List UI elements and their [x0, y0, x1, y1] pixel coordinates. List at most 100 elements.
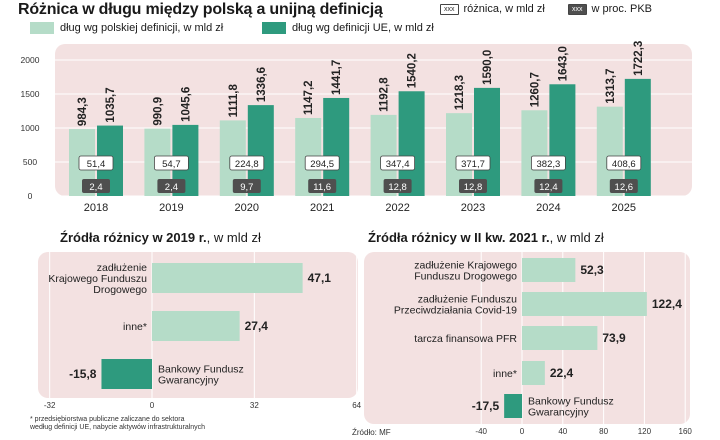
footnote-line-2: według definicji UE, nabycie aktywów inf… [30, 424, 206, 431]
x-tick-label: 2020 [235, 202, 259, 214]
pkb-box [459, 179, 487, 193]
hbar-category-label: zadłużenie Funduszu [418, 294, 517, 306]
y-tick-label: 2000 [21, 55, 40, 65]
hbar-value: 27,4 [245, 319, 269, 333]
pkb-value: 12,6 [615, 182, 634, 193]
difference-box [606, 155, 642, 171]
x-tick-label: 80 [599, 427, 608, 436]
legend-difference: xxx różnica, w mld zł [440, 3, 545, 15]
hbar-category-label: Drogowego [93, 284, 147, 296]
value-label-eu: 1540,2 [407, 53, 419, 88]
difference-value: 371,7 [461, 159, 485, 170]
x-tick-label: 64 [352, 401, 361, 410]
value-label-polish: 1111,8 [228, 84, 240, 118]
hbar [522, 361, 545, 385]
x-tick-label: 2019 [159, 202, 183, 214]
footnote-line-1: * przedsiębiorstwa publiczne zaliczane d… [30, 416, 185, 423]
pkb-box [383, 179, 412, 193]
difference-value: 51,4 [87, 159, 106, 170]
hbar [522, 258, 576, 282]
y-tick-label: 1000 [21, 123, 40, 133]
hbar-category-label: Bankowy Fundusz [158, 364, 244, 376]
value-label-eu: 1336,6 [256, 67, 268, 102]
hbar-category-label: Funduszu Drogowego [414, 271, 517, 283]
hbar [522, 326, 598, 350]
sources-2021-title: Źródła różnicy w II kw. 2021 r., w mld z… [368, 230, 604, 245]
difference-box [78, 155, 114, 171]
legend-pkb-key: xxx [568, 3, 587, 15]
pkb-box [534, 179, 563, 193]
difference-box [229, 155, 265, 171]
legend-series-polish-label: dług wg polskiej definicji, w mld zł [60, 22, 224, 34]
hbar-category-label: inne* [493, 368, 517, 380]
hbar-value: 73,9 [602, 331, 626, 345]
hbar-value: -17,5 [472, 399, 500, 413]
pkb-box [609, 179, 638, 193]
pkb-value: 9,7 [240, 182, 253, 193]
value-label-eu: 1045,6 [180, 87, 192, 122]
hbar-category-label: tarcza finansowa PFR [414, 333, 517, 345]
pkb-box [308, 179, 337, 193]
hbar [152, 311, 240, 341]
value-label-eu: 1590,0 [482, 50, 494, 85]
hbar-category-label: zadłużenie [97, 262, 147, 274]
hbar [504, 394, 522, 418]
x-tick-label: 32 [250, 401, 259, 410]
value-label-eu: 1643,0 [557, 46, 569, 81]
difference-box [455, 155, 491, 171]
hbar-category-label: inne* [123, 321, 147, 333]
difference-value: 54,7 [162, 159, 181, 170]
pkb-box [157, 179, 186, 193]
legend-series-eu: dług wg definicji UE, w mld zł [262, 22, 434, 34]
legend-series-polish: dług wg polskiej definicji, w mld zł [30, 22, 223, 34]
value-label-polish: 1192,8 [379, 77, 391, 112]
hbar [152, 263, 303, 293]
legend-pkb: xxx w proc. PKB [568, 3, 652, 15]
value-label-eu: 1035,7 [105, 87, 117, 122]
sources-2019-title: Źródła różnicy w 2019 r., w mld zł [60, 230, 261, 245]
pkb-box [232, 179, 261, 193]
x-tick-label: 2023 [461, 202, 485, 214]
legend-difference-key: xxx [440, 3, 459, 15]
hbar [522, 292, 647, 316]
difference-box [531, 155, 566, 171]
x-tick-label: -40 [475, 427, 487, 436]
x-tick-label: 2025 [612, 202, 636, 214]
pkb-value: 12,8 [388, 182, 407, 193]
legend-swatch-polish [30, 22, 54, 34]
value-label-polish: 984,3 [77, 97, 89, 126]
hbar-category-label: Gwarancyjny [158, 375, 219, 387]
hbar [101, 359, 152, 389]
pkb-value: 12,8 [464, 182, 483, 193]
difference-box [153, 155, 189, 171]
legend-difference-label: różnica, w mld zł [463, 3, 545, 15]
source-note: Źródło: MF [352, 428, 391, 437]
hbar-category-label: Gwarancyjny [528, 407, 589, 419]
difference-value: 347,4 [386, 159, 410, 170]
x-tick-label: 2018 [84, 202, 108, 214]
x-tick-label: 40 [558, 427, 567, 436]
difference-value: 224,8 [235, 159, 259, 170]
bar-eu [474, 87, 500, 196]
bar-eu [398, 91, 425, 196]
hbar-category-label: zadłużenie Krajowego [414, 260, 517, 272]
hbar-value: 22,4 [550, 366, 574, 380]
value-label-polish: 1147,2 [303, 80, 315, 115]
value-label-polish: 1218,3 [454, 75, 466, 110]
pkb-value: 11,6 [313, 182, 331, 193]
y-tick-label: 0 [28, 191, 33, 201]
difference-value: 408,6 [612, 159, 636, 170]
x-tick-label: 2021 [310, 202, 334, 214]
y-tick-label: 1500 [21, 89, 40, 99]
bar-eu [549, 84, 576, 196]
page-title: Różnica w długu między polską a unijną d… [18, 1, 383, 18]
x-tick-label: 2022 [385, 202, 409, 214]
value-label-polish: 1313,7 [605, 68, 617, 103]
value-label-polish: 1260,7 [529, 72, 541, 107]
value-label-eu: 1441,7 [331, 60, 343, 95]
difference-box [304, 155, 340, 171]
difference-box [380, 155, 416, 171]
